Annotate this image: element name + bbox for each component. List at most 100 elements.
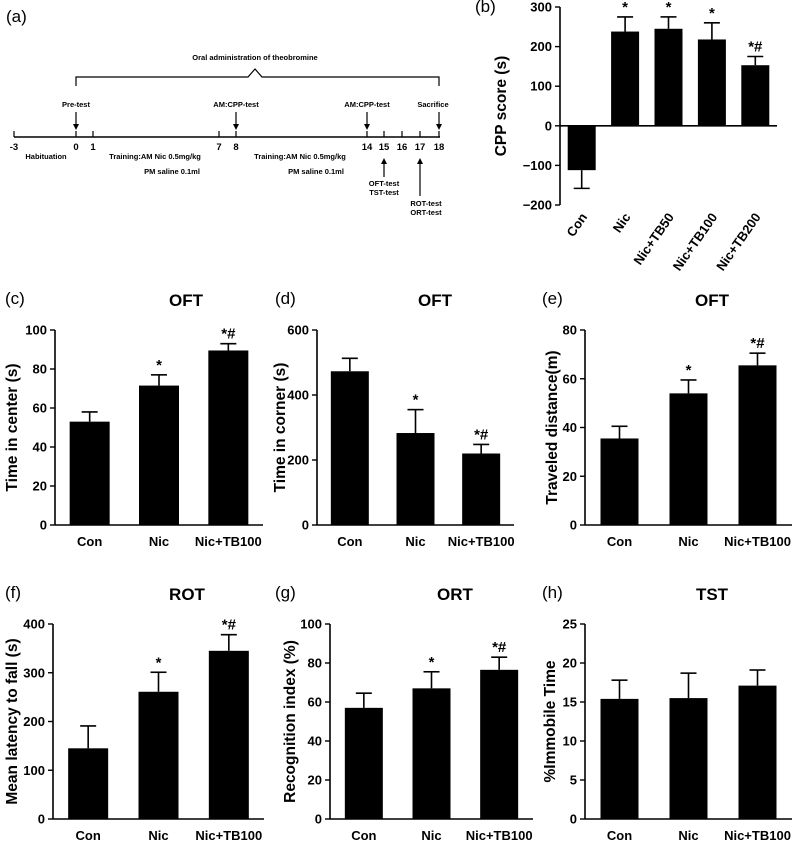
y-tick-label: 20 [308, 773, 322, 788]
bar [69, 421, 110, 525]
y-tick-label: 400 [287, 388, 309, 403]
x-tick-label: Con [607, 534, 632, 549]
y-tick-label: 0 [302, 518, 309, 533]
bar [344, 707, 383, 819]
x-tick-label: Nic+TB100 [448, 534, 515, 549]
x-tick-label: Nic+TB200 [713, 210, 764, 273]
bar [68, 748, 109, 819]
x-tick-label: Nic [405, 534, 425, 549]
day-label: 15 [379, 142, 390, 153]
significance-mark: * [156, 357, 162, 374]
y-tick-label: −200 [523, 198, 552, 213]
panel-label-d: (d) [275, 289, 296, 308]
bar [462, 453, 501, 525]
y-tick-label: 5 [570, 773, 577, 788]
chart-panel-g: (g) ORT Recognition index (%) 0 20 40 60 80 100 C… [275, 583, 533, 843]
y-tick-label: 100 [530, 79, 552, 94]
y-tick-label: 60 [33, 401, 47, 416]
timeline-event-arrows [73, 112, 442, 196]
significance-mark: * [156, 654, 162, 671]
bar [330, 371, 369, 525]
y-tick-label: 0 [570, 812, 577, 827]
y-tick-label: 0 [570, 518, 577, 533]
bar [139, 385, 179, 525]
x-tick-label: Nic [148, 828, 168, 843]
y-axis-label: Mean latency to fall (s) [4, 638, 21, 804]
x-tick-label: Con [351, 828, 376, 843]
x-tick-label: Nic [610, 210, 634, 235]
panel-label-a: (a) [6, 7, 27, 26]
day-label: 17 [415, 142, 426, 153]
chart-panel-b: (b) CPP score (s) −200 −100 0 100 200 300 Con * Ni… [475, 0, 777, 273]
bar [600, 438, 639, 525]
chart-title: OFT [169, 291, 204, 310]
y-tick-label: 20 [563, 656, 577, 671]
event-habituation: Habituation [25, 152, 67, 161]
x-tick-label: Nic+TB100 [724, 828, 791, 843]
y-axis-label: %Immobile Time [542, 660, 559, 782]
x-tick-label: Con [607, 828, 632, 843]
x-tick-label: Nic [678, 534, 698, 549]
y-tick-label: 100 [25, 323, 47, 338]
y-tick-label: 40 [33, 440, 47, 455]
y-tick-label: 100 [300, 617, 322, 632]
event-rot-test: ROT-test [410, 199, 442, 208]
x-tick-label: Nic+TB100 [195, 828, 262, 843]
bar [396, 433, 435, 525]
y-tick-label: 40 [563, 420, 577, 435]
chart-title: ORT [437, 585, 474, 604]
y-tick-label: 60 [563, 371, 577, 386]
y-tick-label: 0 [545, 118, 552, 133]
x-tick-label: Nic [421, 828, 441, 843]
y-tick-label: 400 [23, 617, 45, 632]
event-sacrifice: Sacrifice [417, 100, 448, 109]
y-tick-label: 10 [563, 734, 577, 749]
x-tick-label: Con [337, 534, 362, 549]
chart-title: ROT [169, 585, 206, 604]
chart-panel-f: (f) ROT Mean latency to fall (s) 0 100 200 300… [4, 583, 264, 843]
chart-panel-e: (e) OFT Traveled distance(m) 0 20 40 60 80 Con * N… [542, 289, 792, 549]
y-tick-label: 300 [23, 665, 45, 680]
chart-panel-c: (c) OFT Time in center (s) 0 20 40 60 80 100 Con *… [4, 289, 263, 549]
day-label: 7 [216, 142, 221, 153]
y-tick-label: 600 [287, 323, 309, 338]
panel-label-f: (f) [5, 583, 21, 602]
y-axis-label: Traveled distance(m) [544, 350, 561, 504]
significance-mark: *# [474, 426, 489, 443]
timeline-day-labels: -3 0 1 7 8 14 15 16 17 18 [10, 142, 445, 153]
y-tick-label: 15 [563, 695, 577, 710]
day-label: 0 [73, 142, 78, 153]
bar [567, 125, 596, 171]
y-axis-label: Time in center (s) [4, 363, 21, 491]
bar [611, 31, 640, 126]
panel-label-c: (c) [5, 289, 25, 308]
event-cpp-test-1: AM:CPP-test [213, 100, 259, 109]
y-tick-label: 200 [530, 39, 552, 54]
bar [412, 688, 451, 819]
y-tick-label: 200 [287, 453, 309, 468]
significance-mark: * [686, 362, 692, 379]
y-tick-label: 100 [23, 763, 45, 778]
bar [480, 669, 519, 819]
y-tick-label: 20 [33, 479, 47, 494]
significance-mark: * [429, 654, 435, 671]
bar [697, 39, 726, 126]
y-tick-label: 0 [315, 812, 322, 827]
bar [208, 650, 249, 819]
day-label: 16 [397, 142, 408, 153]
timeline-diagram: (a) Oral administration of theobromine -… [6, 7, 449, 217]
x-tick-label: Con [563, 210, 590, 239]
bar [138, 691, 179, 819]
x-tick-label: Nic [149, 534, 169, 549]
day-label: 14 [362, 142, 373, 153]
event-ort-test: ORT-test [410, 208, 442, 217]
day-label: 8 [233, 142, 238, 153]
chart-title: OFT [418, 291, 453, 310]
y-tick-label: 200 [23, 714, 45, 729]
significance-mark: * [709, 5, 715, 22]
x-tick-label: Nic+TB100 [724, 534, 791, 549]
significance-mark: * [622, 0, 628, 16]
bar [654, 28, 683, 126]
significance-mark: *# [750, 335, 765, 352]
